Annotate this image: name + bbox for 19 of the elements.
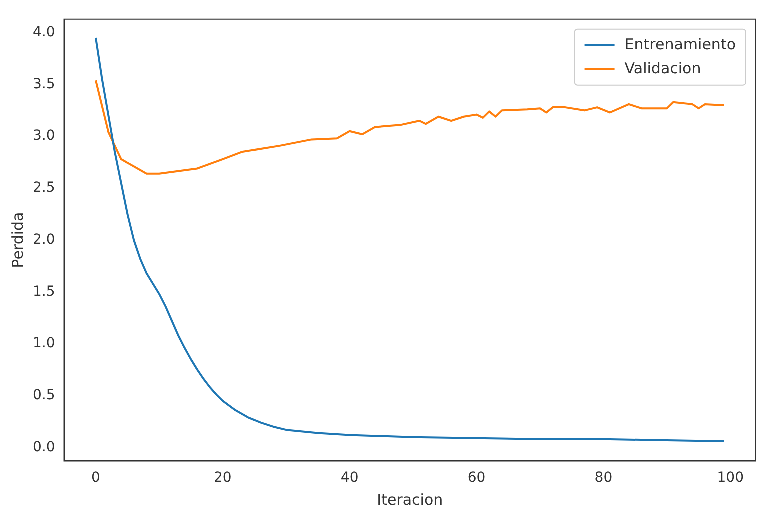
y-tick-label: 0.5 [33, 388, 56, 404]
y-tick-label: 2.0 [33, 232, 56, 248]
y-tick-label: 3.5 [33, 76, 56, 92]
y-tick-label: 3.0 [33, 128, 56, 144]
x-tick-label: 60 [468, 470, 486, 486]
y-tick-label: 1.5 [33, 284, 56, 300]
y-axis-title: Perdida [8, 212, 27, 268]
legend-label: Validacion [624, 59, 702, 78]
x-tick-label: 80 [594, 470, 613, 486]
x-tick-label: 40 [340, 470, 359, 486]
legend-label: Entrenamiento [624, 35, 736, 54]
y-tick-label: 1.0 [33, 336, 56, 352]
x-axis-title: Iteracion [377, 490, 444, 509]
x-tick-label: 0 [92, 470, 100, 486]
x-tick-label: 100 [717, 470, 744, 486]
x-tick-label: 20 [214, 470, 232, 486]
y-tick-label: 2.5 [33, 180, 56, 196]
y-tick-label: 4.0 [33, 24, 56, 41]
y-tick-label: 0.0 [33, 439, 56, 456]
